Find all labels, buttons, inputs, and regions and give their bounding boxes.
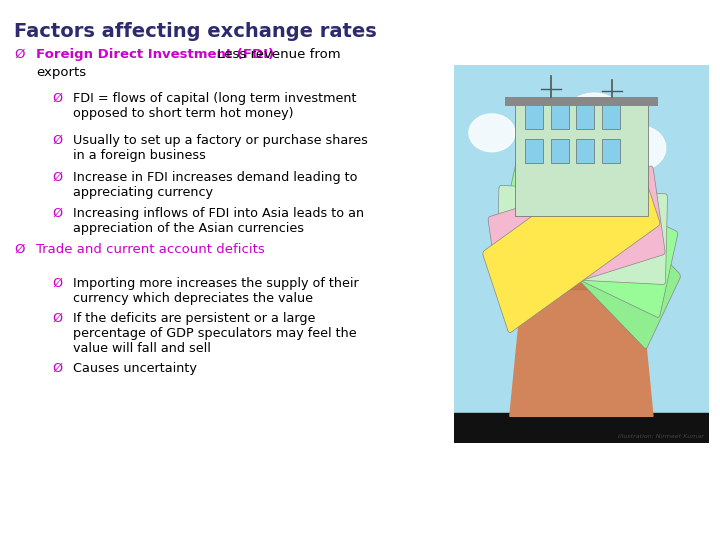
Text: exports: exports [36,66,86,79]
Text: Less revenue from: Less revenue from [212,48,341,61]
Ellipse shape [610,125,666,171]
Text: Ø: Ø [52,312,62,325]
Bar [602,139,620,163]
FancyBboxPatch shape [515,103,648,216]
Text: Ø: Ø [52,277,62,290]
Bar [576,105,594,129]
Polygon shape [510,261,653,416]
Text: Increase in FDI increases demand leading to
appreciating currency: Increase in FDI increases demand leading… [73,171,358,199]
Ellipse shape [469,114,515,152]
Bar [551,139,569,163]
Text: Ø: Ø [52,134,62,147]
Bar [602,105,620,129]
Text: Foreign Direct Investment (FDI): Foreign Direct Investment (FDI) [36,48,274,61]
Text: Importing more increases the supply of their
currency which depreciates the valu: Importing more increases the supply of t… [73,277,359,305]
Text: Ø: Ø [52,171,62,184]
Text: Ø: Ø [52,207,62,220]
Text: Illustration: Nirmeet Kumar: Illustration: Nirmeet Kumar [618,434,704,439]
Bar [454,413,709,443]
Bar [525,139,543,163]
Text: Ø: Ø [52,362,62,375]
Bar [525,105,543,129]
Text: Ø: Ø [14,243,24,256]
Text: Usually to set up a factory or purchase shares
in a foreign business: Usually to set up a factory or purchase … [73,134,368,162]
Ellipse shape [569,93,620,127]
Text: Increasing inflows of FDI into Asia leads to an
appreciation of the Asian curren: Increasing inflows of FDI into Asia lead… [73,207,364,235]
Ellipse shape [518,235,645,295]
FancyBboxPatch shape [509,133,680,348]
FancyBboxPatch shape [488,166,665,305]
Text: FDI = flows of capital (long term investment
opposed to short term hot money): FDI = flows of capital (long term invest… [73,92,356,120]
Text: Causes uncertainty: Causes uncertainty [73,362,197,375]
FancyBboxPatch shape [497,185,667,285]
Bar [505,97,658,106]
Ellipse shape [523,241,640,289]
Text: Trade and current account deficits: Trade and current account deficits [36,243,265,256]
Text: If the deficits are persistent or a large
percentage of GDP speculators may feel: If the deficits are persistent or a larg… [73,312,356,355]
Text: Ø: Ø [52,92,62,105]
FancyBboxPatch shape [500,156,678,318]
Text: Ø: Ø [14,48,24,61]
FancyBboxPatch shape [483,144,660,333]
Text: Factors affecting exchange rates: Factors affecting exchange rates [14,22,377,41]
Bar [551,105,569,129]
Bar [576,139,594,163]
